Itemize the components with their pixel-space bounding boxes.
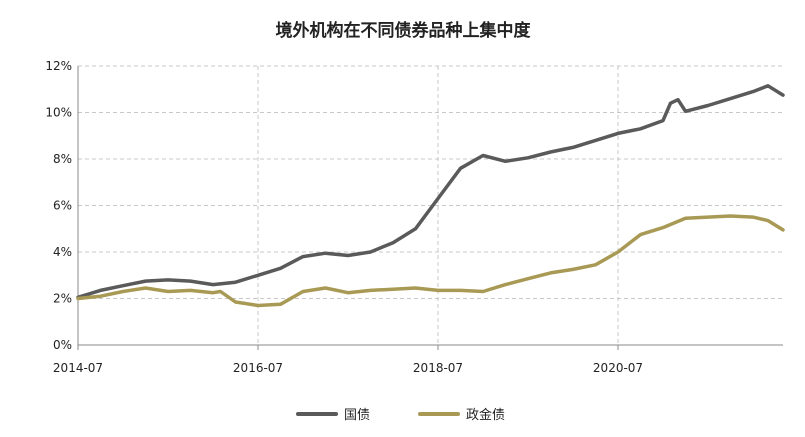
legend-label: 政金债 — [466, 407, 505, 423]
y-tick-label: 0% — [53, 338, 72, 352]
x-tick-label: 2020-07 — [593, 361, 643, 375]
legend: 国债 政金债 — [296, 407, 505, 423]
x-tick-label: 2014-07 — [53, 361, 103, 375]
x-tick-label: 2018-07 — [413, 361, 463, 375]
chart-title: 境外机构在不同债券品种上集中度 — [276, 20, 532, 41]
y-tick-label: 12% — [45, 59, 72, 73]
axes: 0% 2% 4% 6% 8% 10% 12% 2014-07 2016-07 2018-07 202… — [45, 59, 783, 375]
legend-label: 国债 — [344, 408, 370, 423]
grid — [78, 65, 783, 345]
series-line-1 — [76, 84, 785, 300]
y-tick-label: 4% — [53, 245, 72, 259]
y-tick-label: 8% — [53, 152, 72, 166]
y-tick-label: 10% — [45, 106, 72, 120]
series-lines — [76, 84, 785, 308]
series-line-2 — [76, 214, 785, 308]
y-tick-label: 2% — [53, 292, 72, 306]
y-tick-label: 6% — [53, 199, 72, 213]
x-tick-label: 2016-07 — [233, 361, 283, 375]
